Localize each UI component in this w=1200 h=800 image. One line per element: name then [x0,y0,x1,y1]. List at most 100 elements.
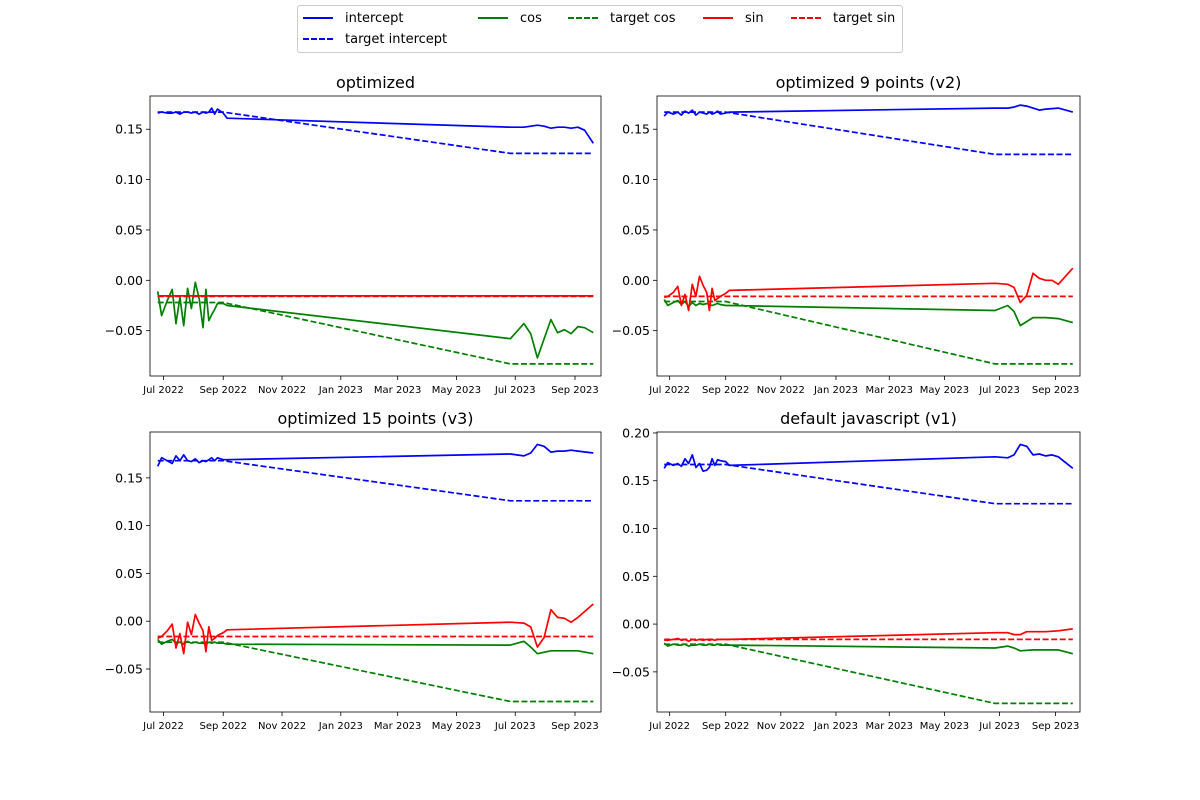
series-group [663,104,1074,365]
plot-frame [149,95,602,377]
plot-frame [656,431,1081,713]
y-tick-label: −0.05 [612,323,650,338]
legend-item: target cos [568,8,676,28]
x-tick-label: Sep 2022 [199,385,246,396]
y-tick-label: 0.05 [622,222,650,237]
y-tick-label: 0.00 [622,273,650,288]
y-tick-label: −0.05 [612,664,650,679]
series-line-intercept [156,443,594,467]
series-group [663,443,1074,705]
subplot-1: optimized −0.05 0.00 0.05 0.10 0.15 Jul 2022 Se… [105,73,602,396]
x-tick-label: Mar 2023 [866,385,914,396]
plot-frame [656,95,1081,377]
y-tick-label: 0.00 [622,617,650,632]
x-tick-label: Nov 2022 [757,721,805,732]
series-line-intercept [663,443,1074,473]
legend: intercept target intercept cos target cos si… [297,5,903,53]
series-line-target-intercept [664,463,1073,505]
x-tick-label: Jul 2023 [978,385,1020,396]
series-line-cos [156,281,594,359]
y-tick-label: 0.15 [115,122,143,137]
legend-item: target sin [791,8,895,28]
x-tick-label: Jul 2022 [648,721,690,732]
legend-label: cos [520,10,542,26]
subplot-2: optimized 9 points (v2) −0.05 0.00 0.05 0.10… [612,73,1081,396]
series-line-target-cos [664,643,1073,705]
legend-label: target sin [833,10,896,26]
y-tick-label: −0.05 [105,323,143,338]
y-tick-label: 0.10 [622,521,650,536]
series-line-target-cos [664,300,1073,365]
x-tick-label: May 2023 [432,385,481,396]
x-tick-label: May 2023 [920,385,969,396]
series-line-cos [663,299,1074,327]
legend-label: sin [745,10,764,26]
y-tick-label: −0.05 [105,661,143,676]
x-tick-label: Jul 2022 [142,721,184,732]
x-tick-label: May 2023 [432,721,481,732]
x-tick-label: Sep 2023 [1032,721,1079,732]
x-tick-label: Sep 2022 [702,721,749,732]
y-tick-label: 0.10 [115,518,143,533]
x-tick-label: Nov 2022 [258,721,306,732]
legend-item: cos [478,8,542,28]
chart-title: default javascript (v1) [780,409,957,428]
legend-swatch [303,17,333,19]
x-tick-label: Nov 2022 [258,385,306,396]
series-line-intercept [157,107,595,144]
legend-swatch [568,17,598,19]
y-tick-label: 0.15 [115,470,143,485]
series-line-sin [157,603,594,655]
y-tick-label: 0.15 [622,473,650,488]
legend-label: target cos [610,10,676,26]
x-tick-label: Jul 2022 [142,385,184,396]
series-line-intercept [663,104,1074,117]
legend-swatch [791,17,821,19]
series-group [156,107,595,365]
series-line-target-intercept [664,111,1073,156]
x-tick-label: Sep 2022 [702,385,749,396]
x-tick-label: Mar 2023 [374,385,422,396]
chart-title: optimized 9 points (v2) [776,73,962,92]
legend-swatch [303,38,333,40]
x-tick-label: Jan 2023 [813,721,858,732]
legend-item: target intercept [303,29,447,49]
x-tick-label: Jul 2023 [494,385,536,396]
legend-label: target intercept [345,31,448,47]
chart-title: optimized 15 points (v3) [278,409,474,428]
plot-frame [149,431,602,713]
x-tick-label: Sep 2023 [551,385,598,396]
x-tick-label: Jul 2023 [978,721,1020,732]
y-tick-label: 0.05 [115,222,143,237]
x-tick-label: Mar 2023 [866,721,914,732]
legend-label: intercept [345,10,404,26]
legend-swatch [703,17,733,19]
x-tick-label: Jul 2023 [494,721,536,732]
y-tick-label: 0.10 [115,172,143,187]
series-line-target-intercept [157,111,594,155]
series-line-sin [663,267,1074,312]
y-tick-label: 0.05 [115,566,143,581]
legend-swatch [478,17,508,19]
y-tick-label: 0.00 [115,273,143,288]
series-group [156,443,594,703]
x-tick-label: Jan 2023 [318,721,363,732]
chart-title: optimized [336,73,415,92]
legend-item: sin [703,8,764,28]
x-tick-label: May 2023 [920,721,969,732]
x-tick-label: Sep 2023 [551,721,598,732]
y-tick-label: 0.05 [622,569,650,584]
x-tick-label: Jan 2023 [813,385,858,396]
x-tick-label: Sep 2022 [199,721,246,732]
legend-item: intercept [303,8,404,28]
x-tick-label: Jan 2023 [318,385,363,396]
x-tick-label: Jul 2022 [648,385,690,396]
y-tick-label: 0.20 [622,425,650,440]
y-tick-label: 0.00 [115,614,143,629]
series-line-target-cos [157,641,594,703]
series-line-target-intercept [157,459,594,502]
subplot-4: default javascript (v1) −0.05 0.00 0.05 0.10… [612,409,1081,732]
subplot-3: optimized 15 points (v3) −0.05 0.00 0.05 0.1… [105,409,602,732]
